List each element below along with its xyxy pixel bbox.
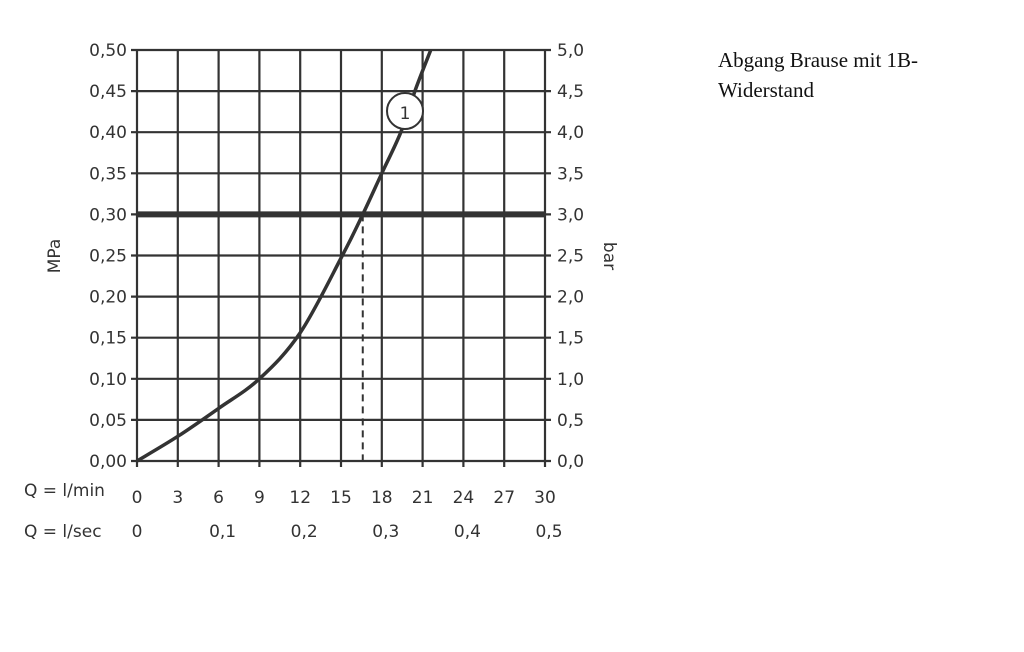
x-tick-label: 18 bbox=[371, 488, 393, 508]
x-tick-label: 24 bbox=[453, 488, 475, 508]
y-tick-label-right: 2,0 bbox=[557, 288, 584, 308]
y-tick-label-right: 4,5 bbox=[557, 82, 584, 102]
x-tick-label: 9 bbox=[254, 488, 265, 508]
x-tick-label-secondary: 0,1 bbox=[209, 522, 236, 542]
note-line-2: Widerstand bbox=[718, 78, 814, 102]
x-tick-label: 12 bbox=[289, 488, 311, 508]
y-tick-label-right: 4,0 bbox=[557, 123, 584, 143]
x-tick-label-secondary: 0,2 bbox=[291, 522, 318, 542]
y-tick-label-right: 3,5 bbox=[557, 164, 584, 184]
y-tick-label-left: 0,10 bbox=[89, 370, 127, 390]
y-axis-label-left: MPa bbox=[45, 239, 65, 274]
x-tick-label: 3 bbox=[172, 488, 183, 508]
x-axis-label-lsec: Q = l/sec bbox=[24, 522, 102, 542]
note-line-1: Abgang Brause mit 1B- bbox=[718, 48, 919, 72]
y-tick-label-left: 0,40 bbox=[89, 123, 127, 143]
y-tick-label-left: 0,35 bbox=[89, 164, 127, 184]
x-tick-label: 30 bbox=[534, 488, 556, 508]
y-tick-label-right: 5,0 bbox=[557, 41, 584, 61]
y-tick-label-right: 1,0 bbox=[557, 370, 584, 390]
y-tick-label-left: 0,20 bbox=[89, 288, 127, 308]
x-tick-label: 0 bbox=[132, 488, 143, 508]
x-axis-label-lmin: Q = l/min bbox=[24, 481, 105, 501]
y-tick-label-left: 0,25 bbox=[89, 247, 127, 267]
y-tick-label-left: 0,50 bbox=[89, 41, 127, 61]
y-tick-label-left: 0,30 bbox=[89, 205, 127, 225]
x-tick-label-secondary: 0,5 bbox=[535, 522, 562, 542]
y-tick-label-left: 0,45 bbox=[89, 82, 127, 102]
y-tick-label-left: 0,05 bbox=[89, 411, 127, 431]
y-tick-label-left: 0,00 bbox=[89, 452, 127, 472]
y-tick-label-right: 2,5 bbox=[557, 247, 584, 267]
series-label-circle bbox=[386, 92, 424, 130]
chart-note: Abgang Brause mit 1B- Widerstand bbox=[718, 45, 918, 105]
x-tick-label: 15 bbox=[330, 488, 352, 508]
x-tick-label-secondary: 0,4 bbox=[454, 522, 481, 542]
series-label: 1 bbox=[400, 104, 411, 124]
y-tick-label-right: 0,0 bbox=[557, 452, 584, 472]
y-tick-label-right: 0,5 bbox=[557, 411, 584, 431]
x-tick-label: 6 bbox=[213, 488, 224, 508]
x-tick-label: 27 bbox=[493, 488, 515, 508]
y-tick-label-right: 3,0 bbox=[557, 205, 584, 225]
x-tick-label: 21 bbox=[412, 488, 434, 508]
y-tick-label-right: 1,5 bbox=[557, 329, 584, 349]
y-axis-label-right: bar bbox=[599, 242, 619, 270]
y-tick-label-left: 0,15 bbox=[89, 329, 127, 349]
x-tick-label-secondary: 0,3 bbox=[372, 522, 399, 542]
x-tick-label-secondary: 0 bbox=[132, 522, 143, 542]
